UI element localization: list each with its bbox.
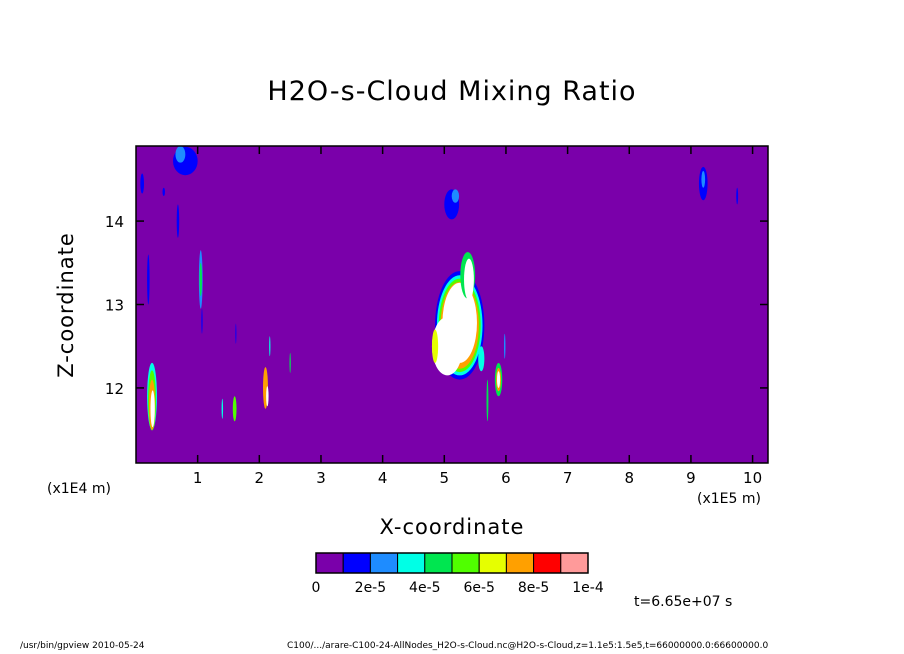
colorbar-label: 2e-5 bbox=[355, 580, 386, 596]
colorbar-swatch bbox=[425, 553, 452, 573]
x-tick-label: 7 bbox=[563, 469, 573, 487]
footer-program-date: /usr/bin/gpview 2010-05-24 bbox=[20, 641, 144, 651]
x-tick-label: 9 bbox=[686, 469, 696, 487]
cloud-blob-26 bbox=[464, 259, 474, 301]
cloud-blob-1 bbox=[175, 146, 185, 163]
y-tick-label: 12 bbox=[105, 380, 124, 398]
cloud-blob-19 bbox=[290, 353, 291, 373]
cloud-blob-28 bbox=[432, 330, 438, 363]
cloud-blob-35 bbox=[487, 380, 489, 422]
footer-file-info: C100/.../arare-C100-24-AllNodes_H2O-s-Cl… bbox=[287, 641, 768, 651]
cloud-blob-15 bbox=[235, 324, 236, 344]
cloud-blob-34 bbox=[497, 371, 500, 388]
colorbar-swatch bbox=[534, 553, 561, 573]
x-axis-unit: (x1E5 m) bbox=[697, 491, 761, 507]
x-tick-label: 2 bbox=[255, 469, 265, 487]
colorbar-swatch bbox=[370, 553, 397, 573]
colorbar-swatch bbox=[343, 553, 370, 573]
cloud-blob-14 bbox=[233, 396, 237, 421]
cloud-blob-9 bbox=[147, 254, 149, 304]
cloud-blob-29 bbox=[478, 346, 484, 371]
x-axis-label: X-coordinate bbox=[0, 515, 904, 539]
colorbar: 0 2e-5 4e-5 6e-5 8e-5 1e-4 bbox=[312, 553, 604, 596]
cloud-blob-36 bbox=[504, 334, 505, 359]
cloud-blob-18 bbox=[269, 336, 270, 356]
colorbar-swatch bbox=[452, 553, 479, 573]
y-tick-label: 13 bbox=[105, 297, 124, 315]
y-axis-label: Z-coordinate bbox=[54, 232, 78, 378]
cloud-blob-12 bbox=[201, 309, 202, 334]
cloud-blob-11 bbox=[200, 263, 202, 296]
colorbar-swatch bbox=[479, 553, 506, 573]
cloud-blob-13 bbox=[222, 399, 223, 419]
x-tick-label: 5 bbox=[440, 469, 450, 487]
colorbar-label: 4e-5 bbox=[409, 580, 440, 596]
x-tick-label: 1 bbox=[193, 469, 203, 487]
colorbar-label: 1e-4 bbox=[572, 580, 604, 596]
cloud-blob-2 bbox=[140, 174, 144, 194]
colorbar-label: 0 bbox=[312, 580, 321, 596]
y-axis-unit: (x1E4 m) bbox=[47, 481, 111, 497]
colorbar-swatch bbox=[561, 553, 588, 573]
x-tick-label: 3 bbox=[316, 469, 326, 487]
cloud-blob-3 bbox=[163, 188, 165, 196]
x-tick-label: 8 bbox=[624, 469, 634, 487]
y-tick-label: 14 bbox=[105, 213, 124, 231]
colorbar-label: 6e-5 bbox=[463, 580, 494, 596]
cloud-blob-8 bbox=[150, 390, 154, 427]
time-label: t=6.65e+07 s bbox=[634, 594, 732, 610]
plot-area bbox=[136, 146, 768, 463]
colorbar-swatch bbox=[316, 553, 343, 573]
colorbar-swatch bbox=[398, 553, 425, 573]
x-tick-label: 4 bbox=[378, 469, 388, 487]
x-tick-label: 6 bbox=[501, 469, 511, 487]
cloud-blob-17 bbox=[266, 386, 268, 406]
cloud-blob-4 bbox=[177, 204, 179, 237]
colorbar-swatch bbox=[506, 553, 533, 573]
cloud-blob-38 bbox=[701, 171, 705, 188]
cloud-blob-39 bbox=[736, 188, 738, 205]
cloud-blob-31 bbox=[452, 189, 459, 202]
x-tick-label: 10 bbox=[743, 469, 762, 487]
colorbar-label: 8e-5 bbox=[518, 580, 549, 596]
